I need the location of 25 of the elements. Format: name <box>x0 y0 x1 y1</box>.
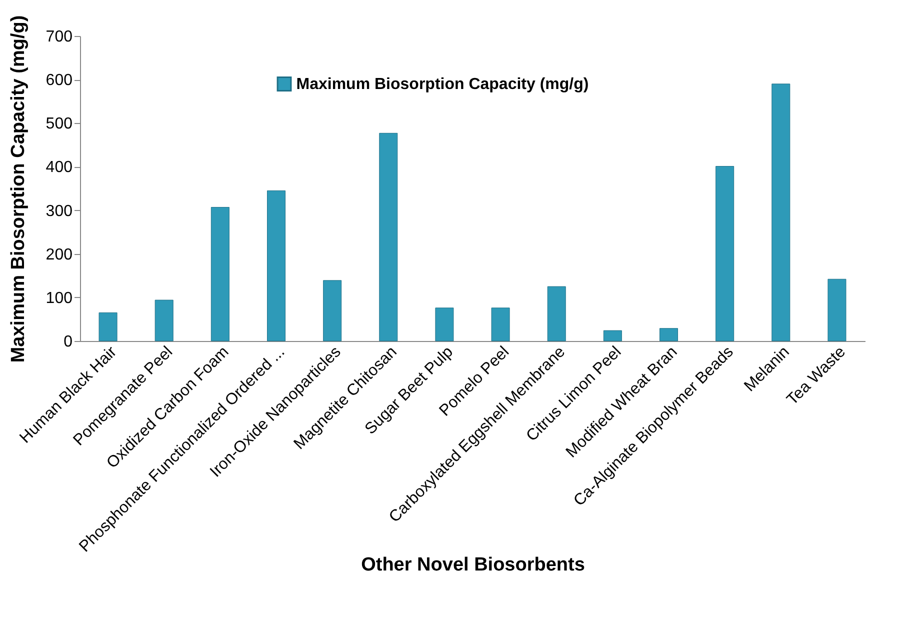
bar <box>210 206 230 342</box>
bar <box>491 308 510 342</box>
y-tick-label: 600 <box>46 72 73 90</box>
y-tick-label: 300 <box>46 202 73 220</box>
bar <box>267 190 286 342</box>
bar <box>435 308 454 342</box>
y-axis-title: Maximum Biosorption Capacity (mg/g) <box>8 15 29 363</box>
bar <box>547 286 566 342</box>
bar <box>828 278 846 342</box>
x-axis-title: Other Novel Biosorbents <box>361 554 585 576</box>
bar <box>772 84 790 342</box>
bar <box>98 312 118 342</box>
y-tick-label: 500 <box>46 116 73 133</box>
y-tick-label: 200 <box>46 246 73 264</box>
bar <box>323 280 342 342</box>
bar <box>603 330 622 342</box>
legend-label: Maximum Biosorption Capacity (mg/g) <box>296 76 589 93</box>
y-tick-label: 100 <box>46 290 73 307</box>
y-tick-label: 0 <box>64 334 73 350</box>
y-tick-label: 400 <box>46 159 73 176</box>
bar <box>154 300 174 342</box>
y-tick-label: 700 <box>46 28 73 46</box>
bar <box>716 166 734 342</box>
bar <box>660 328 678 342</box>
bar <box>379 132 398 342</box>
